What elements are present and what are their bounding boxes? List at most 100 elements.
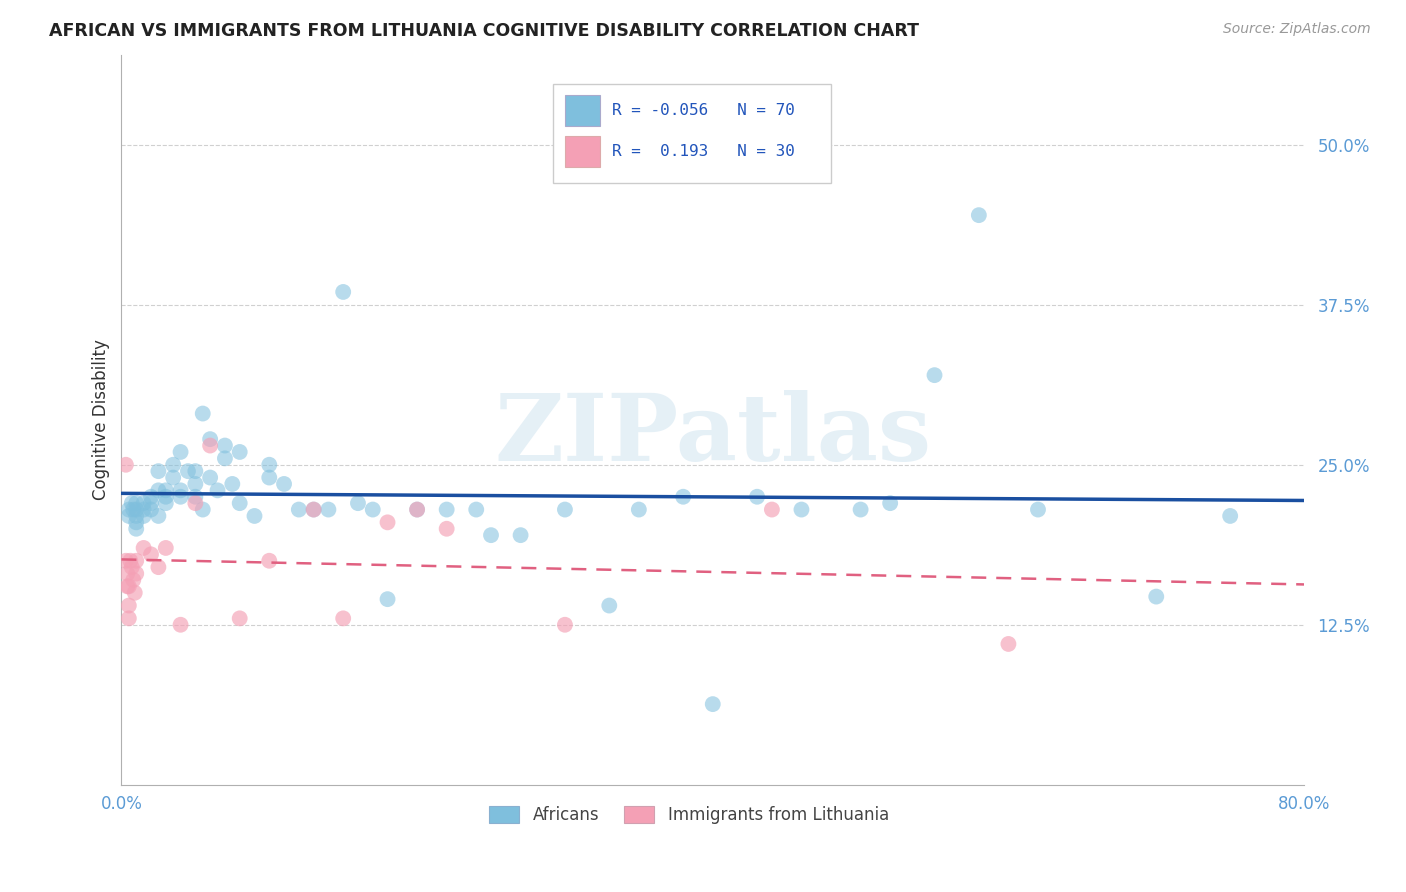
Point [132,496,155,510]
Point [302,502,325,516]
Point [169,490,191,504]
Point [702,697,724,711]
Point [118,502,141,516]
Point [406,502,429,516]
Point [214,438,236,452]
Point [509,528,531,542]
Point [191,407,214,421]
Point [259,470,281,484]
Point [198,438,221,452]
Point [169,445,191,459]
Point [259,458,281,472]
Point [121,560,143,574]
Point [118,599,141,613]
Point [184,477,207,491]
Point [997,637,1019,651]
Point [120,554,142,568]
Point [554,502,576,516]
Point [1144,590,1167,604]
Text: R =  0.193   N = 30: R = 0.193 N = 30 [612,144,796,159]
Text: AFRICAN VS IMMIGRANTS FROM LITHUANIA COGNITIVE DISABILITY CORRELATION CHART: AFRICAN VS IMMIGRANTS FROM LITHUANIA COG… [49,22,920,40]
Point [745,490,768,504]
Point [121,496,143,510]
Point [598,599,620,613]
Point [132,502,155,516]
Bar [565,136,600,167]
Text: Source: ZipAtlas.com: Source: ZipAtlas.com [1223,22,1371,37]
Point [184,464,207,478]
Point [377,516,399,530]
Bar [565,95,600,126]
Point [155,483,177,498]
Point [162,470,184,484]
Point [332,611,354,625]
Point [139,490,162,504]
Point [117,566,139,581]
Point [214,451,236,466]
Point [1026,502,1049,516]
Point [361,502,384,516]
Point [332,285,354,299]
Point [924,368,946,383]
Point [207,483,229,498]
Point [184,496,207,510]
Point [115,554,138,568]
Point [184,490,207,504]
Point [132,508,155,523]
Point [155,541,177,555]
Point [288,502,311,516]
Point [191,502,214,516]
Point [162,458,184,472]
Point [1219,508,1241,523]
Point [125,508,148,523]
Point [221,477,243,491]
Point [377,592,399,607]
Point [228,496,250,510]
Point [148,464,170,478]
Point [139,502,162,516]
Point [465,502,488,516]
Point [243,508,266,523]
Point [148,483,170,498]
Point [228,611,250,625]
Point [125,502,148,516]
Point [273,477,295,491]
Point [148,508,170,523]
Point [198,470,221,484]
Point [849,502,872,516]
Point [169,483,191,498]
Point [155,496,177,510]
Point [139,496,162,510]
Point [132,541,155,555]
Text: ZIPatlas: ZIPatlas [494,390,931,480]
Point [125,554,148,568]
Point [148,560,170,574]
Point [124,586,146,600]
Point [406,502,429,516]
Point [125,496,148,510]
Point [155,490,177,504]
Point [436,502,458,516]
Point [302,502,325,516]
Text: R = -0.056   N = 70: R = -0.056 N = 70 [612,103,796,118]
Point [125,566,148,581]
Y-axis label: Cognitive Disability: Cognitive Disability [93,340,110,500]
Point [118,508,141,523]
Point [117,579,139,593]
Point [761,502,783,516]
Point [177,464,200,478]
Point [198,432,221,446]
Point [118,611,141,625]
Point [479,528,502,542]
Point [672,490,695,504]
Point [115,458,138,472]
Point [879,496,901,510]
Point [318,502,340,516]
Point [125,522,148,536]
Point [122,573,145,587]
Point [436,522,458,536]
Point [790,502,813,516]
Point [139,547,162,561]
Point [967,208,990,222]
Point [169,617,191,632]
